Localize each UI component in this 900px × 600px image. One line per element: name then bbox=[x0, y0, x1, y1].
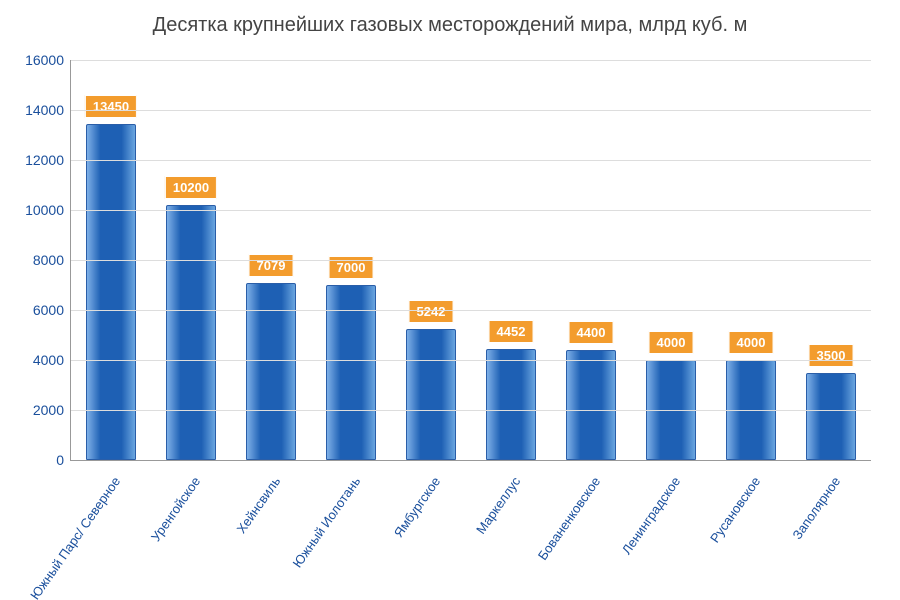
grid-line bbox=[71, 410, 871, 411]
data-label: 5242 bbox=[409, 300, 454, 323]
data-label: 7079 bbox=[249, 254, 294, 277]
data-label: 13450 bbox=[85, 95, 137, 118]
y-tick-label: 4000 bbox=[16, 352, 64, 368]
grid-line bbox=[71, 210, 871, 211]
data-label: 4000 bbox=[649, 331, 694, 354]
y-tick-label: 12000 bbox=[16, 152, 64, 168]
y-tick-label: 14000 bbox=[16, 102, 64, 118]
data-label: 4400 bbox=[569, 321, 614, 344]
y-tick-label: 2000 bbox=[16, 402, 64, 418]
bar bbox=[566, 350, 616, 460]
y-tick-label: 16000 bbox=[16, 52, 64, 68]
data-label: 10200 bbox=[165, 176, 217, 199]
bar bbox=[486, 349, 536, 460]
data-label: 4452 bbox=[489, 320, 534, 343]
y-tick-label: 0 bbox=[16, 452, 64, 468]
grid-line bbox=[71, 60, 871, 61]
chart-title: Десятка крупнейших газовых месторождений… bbox=[0, 14, 900, 37]
y-tick-label: 10000 bbox=[16, 202, 64, 218]
grid-line bbox=[71, 110, 871, 111]
data-label: 4000 bbox=[729, 331, 774, 354]
y-tick-label: 8000 bbox=[16, 252, 64, 268]
bar-chart: Десятка крупнейших газовых месторождений… bbox=[0, 0, 900, 600]
grid-line bbox=[71, 360, 871, 361]
bar bbox=[326, 285, 376, 460]
y-tick-label: 6000 bbox=[16, 302, 64, 318]
grid-line bbox=[71, 310, 871, 311]
bar bbox=[166, 205, 216, 460]
bar bbox=[406, 329, 456, 460]
grid-line bbox=[71, 160, 871, 161]
grid-line bbox=[71, 260, 871, 261]
plot-area: 13450Южный Парс/ Северное10200Уренгойско… bbox=[70, 60, 871, 461]
data-label: 3500 bbox=[809, 344, 854, 367]
